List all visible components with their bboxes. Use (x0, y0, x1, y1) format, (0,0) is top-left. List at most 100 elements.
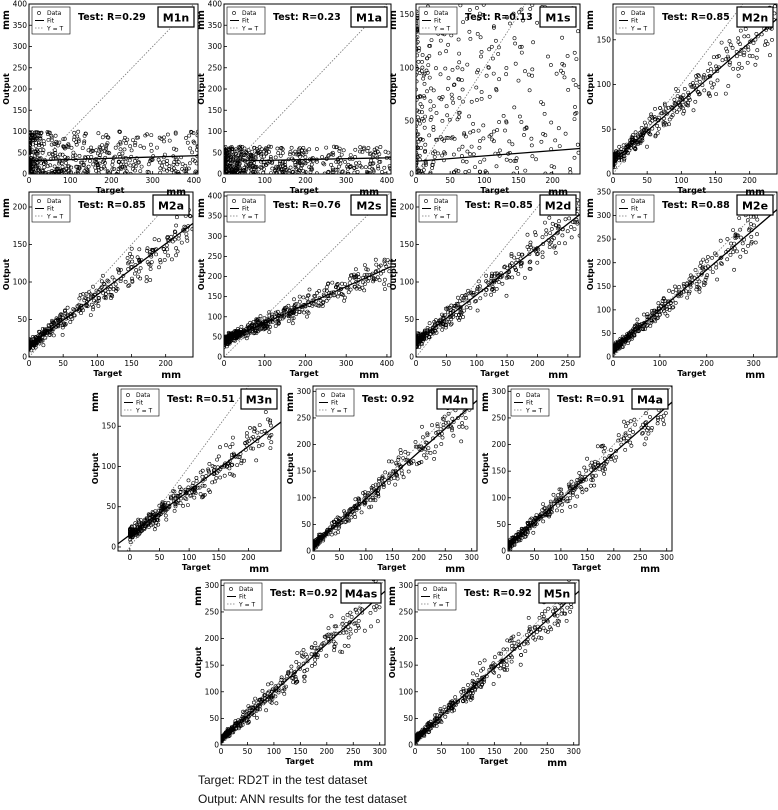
data-point (461, 99, 465, 104)
data-point (328, 525, 333, 530)
legend-label-data: Data (331, 392, 346, 399)
axes-frame (312, 385, 478, 552)
data-point (63, 323, 67, 327)
data-point (267, 330, 272, 334)
x-axis-label: Target (96, 186, 125, 195)
data-point (420, 137, 425, 142)
data-point (326, 296, 331, 301)
data-point (152, 518, 157, 523)
x-tick-label: 200 (530, 359, 545, 368)
data-point (749, 241, 754, 246)
data-point (382, 165, 387, 170)
data-point (259, 152, 264, 156)
data-point (465, 62, 470, 67)
data-point (303, 161, 308, 166)
x-tick-label: 100 (90, 359, 105, 368)
data-point (731, 66, 736, 71)
data-point (58, 152, 63, 157)
x-tick-label: 150 (124, 359, 139, 368)
data-point (259, 429, 264, 434)
data-point (395, 473, 400, 478)
data-point (528, 259, 533, 264)
data-point (584, 487, 589, 492)
data-point (548, 231, 553, 236)
test-r-label: Test: R=0.85 (662, 12, 730, 23)
data-point (437, 95, 442, 100)
data-point (363, 493, 368, 498)
data-point (305, 296, 310, 301)
data-point (456, 169, 461, 173)
data-point (667, 117, 672, 122)
data-point (436, 151, 440, 156)
data-point (253, 329, 257, 334)
data-point (578, 485, 583, 490)
legend-label-yt: Y = T (433, 26, 451, 33)
data-point (96, 304, 101, 308)
data-point (335, 282, 340, 286)
data-point (659, 303, 663, 308)
data-point (80, 146, 85, 151)
data-point (146, 525, 151, 529)
y-tick-label: 300 (208, 232, 223, 241)
data-point (296, 150, 301, 155)
x-tick-label: 50 (155, 553, 165, 562)
data-point (231, 338, 236, 343)
data-point (123, 166, 128, 171)
data-point (617, 346, 621, 351)
data-point (377, 159, 382, 164)
data-point (522, 127, 527, 131)
data-point (200, 483, 205, 488)
data-point (590, 478, 595, 483)
data-point (688, 82, 693, 87)
legend-label-data: Data (631, 10, 646, 17)
data-point (490, 280, 495, 285)
data-point (463, 416, 468, 420)
data-point (101, 159, 105, 164)
data-point (693, 99, 698, 104)
data-point (331, 519, 336, 524)
data-point (399, 468, 404, 473)
data-point (440, 312, 444, 317)
data-point (309, 167, 314, 172)
data-point (110, 162, 115, 167)
data-point (163, 250, 168, 254)
data-point (137, 247, 142, 252)
data-point (416, 87, 418, 92)
data-point (191, 131, 196, 135)
y-tick-label: 350 (597, 188, 612, 197)
data-point (108, 286, 113, 291)
data-point (30, 137, 35, 142)
data-point (373, 150, 378, 155)
data-point (602, 446, 607, 450)
data-point (490, 56, 495, 61)
data-point (459, 312, 464, 317)
data-point (447, 117, 452, 122)
y-tick-label: 350 (208, 212, 223, 221)
data-point (322, 288, 327, 293)
data-point (124, 169, 129, 174)
data-point (324, 285, 329, 290)
data-point (77, 166, 82, 171)
data-point (386, 480, 391, 485)
data-point (706, 69, 711, 73)
data-point (551, 492, 556, 497)
data-point (530, 73, 535, 78)
data-point (257, 145, 262, 150)
y-axis-label: Output (586, 259, 595, 291)
data-point (335, 285, 340, 290)
data-point (657, 312, 662, 317)
data-point (464, 305, 469, 310)
data-point (341, 148, 346, 153)
data-point (89, 302, 94, 307)
data-point (102, 282, 107, 287)
data-point (656, 301, 661, 306)
data-point (88, 313, 93, 318)
data-point (643, 327, 648, 331)
data-point (337, 146, 342, 151)
data-point (160, 163, 164, 168)
data-point (509, 254, 514, 258)
y-tick-label: 400 (208, 192, 223, 201)
data-point (169, 496, 174, 501)
data-point (518, 262, 523, 267)
